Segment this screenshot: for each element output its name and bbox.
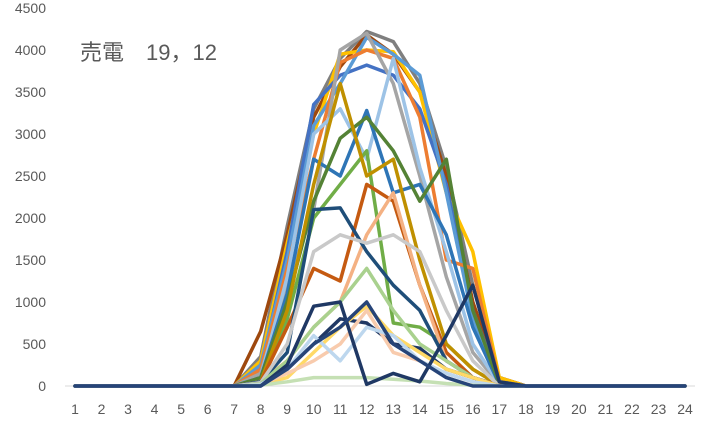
x-tick-label: 23 xyxy=(651,401,667,417)
x-tick-label: 2 xyxy=(98,401,106,417)
series-line xyxy=(73,304,687,388)
y-tick-label: 4500 xyxy=(15,0,46,16)
x-tick-label: 14 xyxy=(412,401,428,417)
x-tick-label: 3 xyxy=(124,401,132,417)
y-tick-label: 500 xyxy=(23,336,47,352)
y-tick-label: 1000 xyxy=(15,294,46,310)
x-tick-label: 5 xyxy=(177,401,185,417)
series-line xyxy=(73,233,687,388)
x-tick-label: 22 xyxy=(624,401,640,417)
x-tick-label: 11 xyxy=(333,401,348,417)
chart-title: 売電 19，12 xyxy=(80,40,217,65)
y-tick-label: 2500 xyxy=(15,168,46,184)
x-tick-label: 20 xyxy=(571,401,587,417)
x-tick-label: 7 xyxy=(230,401,238,417)
x-tick-label: 1 xyxy=(71,401,79,417)
x-tick-label: 13 xyxy=(385,401,401,417)
y-tick-label: 2000 xyxy=(15,210,46,226)
x-tick-label: 10 xyxy=(306,401,322,417)
y-tick-label: 4000 xyxy=(15,42,46,58)
x-tick-label: 8 xyxy=(257,401,265,417)
x-tick-label: 4 xyxy=(151,401,159,417)
y-tick-label: 0 xyxy=(38,378,46,394)
series-line xyxy=(73,266,687,388)
x-tick-label: 18 xyxy=(518,401,534,417)
x-tick-label: 24 xyxy=(677,401,693,417)
series-line xyxy=(73,115,687,388)
series-line xyxy=(73,56,687,388)
y-tick-label: 1500 xyxy=(15,252,46,268)
x-tick-label: 16 xyxy=(465,401,481,417)
y-tick-label: 3000 xyxy=(15,126,46,142)
x-tick-label: 6 xyxy=(204,401,212,417)
x-tick-label: 21 xyxy=(598,401,614,417)
x-tick-label: 19 xyxy=(545,401,561,417)
y-tick-label: 3500 xyxy=(15,84,46,100)
series-layer xyxy=(73,29,687,388)
series-line xyxy=(73,300,687,388)
x-tick-label: 17 xyxy=(492,401,508,417)
x-tick-label: 9 xyxy=(283,401,291,417)
x-tick-label: 15 xyxy=(439,401,455,417)
x-tick-label: 12 xyxy=(359,401,375,417)
